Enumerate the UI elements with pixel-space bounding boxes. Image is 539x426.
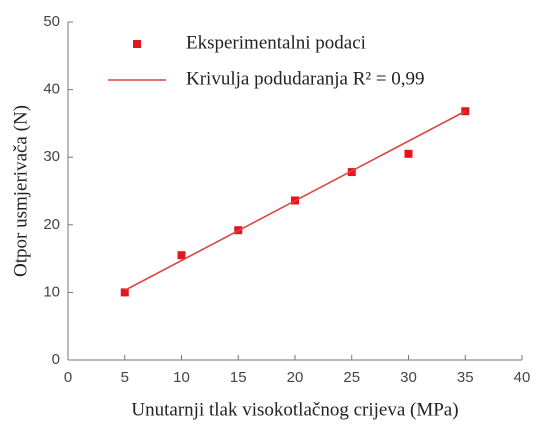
y-tick-label: 0 <box>52 351 60 368</box>
data-point <box>404 149 413 158</box>
x-tick-label: 15 <box>230 369 247 386</box>
x-tick-label: 25 <box>343 369 360 386</box>
y-tick-label: 50 <box>43 13 60 30</box>
x-tick-label: 35 <box>457 369 474 386</box>
x-tick-label: 5 <box>121 369 129 386</box>
legend-label: Krivulja podudaranja R² = 0,99 <box>186 68 425 89</box>
y-tick-label: 20 <box>43 216 60 233</box>
data-point <box>177 251 186 260</box>
x-tick-label: 10 <box>173 369 190 386</box>
legend-swatch <box>133 40 141 48</box>
y-tick-label: 30 <box>43 148 60 165</box>
x-tick-label: 20 <box>287 369 304 386</box>
x-tick-label: 30 <box>400 369 417 386</box>
data-point <box>120 288 129 297</box>
y-axis-label: Otpor usmjerivača (N) <box>10 105 31 277</box>
x-axis-label: Unutarnji tlak visokotlačnog crijeva (MP… <box>131 399 458 420</box>
data-point <box>347 168 356 177</box>
fit-line <box>124 110 466 292</box>
y-tick-label: 10 <box>43 283 60 300</box>
x-tick-label: 40 <box>514 369 531 386</box>
legend-label: Eksperimentalni podaci <box>186 32 366 53</box>
y-tick-label: 40 <box>43 81 60 98</box>
x-tick-label: 0 <box>64 369 72 386</box>
